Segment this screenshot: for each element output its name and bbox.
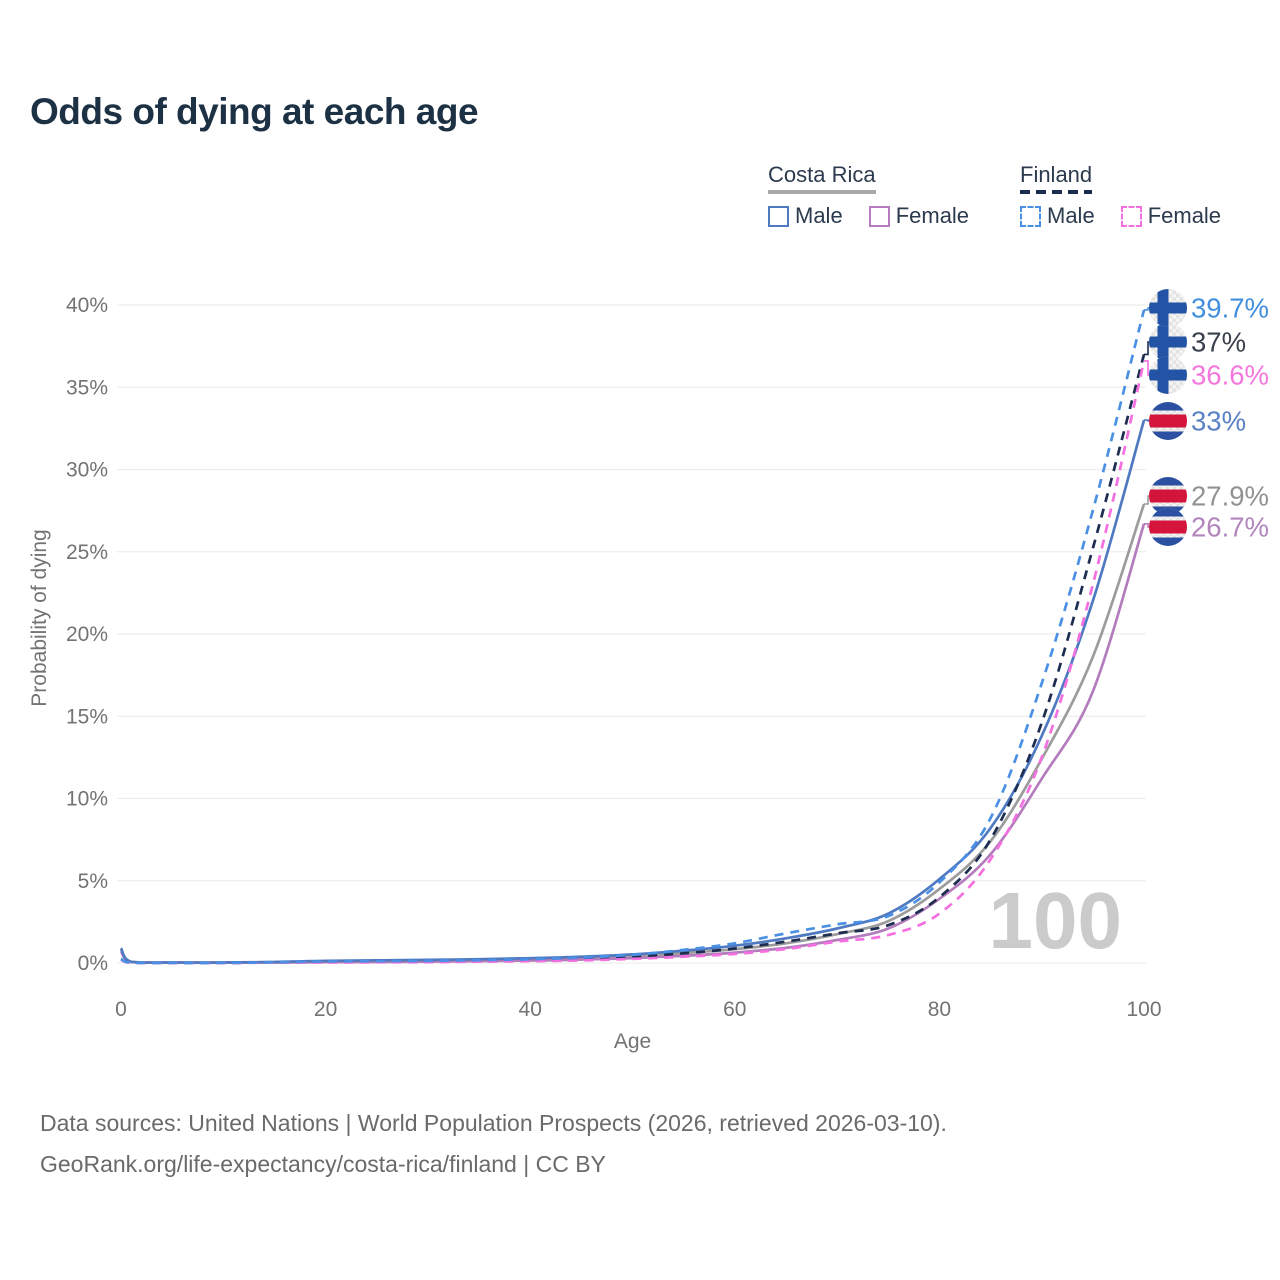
legend-item-label: Female [895, 203, 970, 228]
legend-country-label: Finland [1020, 162, 1093, 187]
legend-item-costa-rica-male[interactable]: Male [768, 203, 843, 229]
costa-rica-flag-icon [1149, 508, 1187, 546]
series-finland-female-line[interactable] [120, 360, 1146, 965]
finland-flag-icon [1149, 356, 1187, 394]
legend-item-costa-rica-female[interactable]: Female [868, 203, 970, 229]
x-tick-label: 0 [115, 998, 127, 1021]
legend-group-costa-rica: Costa Rica Male Female [768, 162, 969, 229]
y-tick-label: 35% [66, 376, 108, 399]
end-label-costa-rica-male: 33% [1191, 406, 1246, 437]
legend-item-label: Male [795, 203, 843, 228]
legend-group-finland: Finland Male Female [1020, 162, 1221, 229]
x-axis-ticks: 0 20 40 60 80 100 [115, 998, 1161, 1021]
legend-items-costa-rica: Male Female [768, 203, 969, 229]
end-label-finland-both: 37% [1191, 327, 1246, 358]
finland-line-style-icon [1020, 190, 1093, 194]
solid-male-swatch-icon [768, 205, 789, 227]
y-tick-label: 30% [66, 459, 108, 482]
x-tick-label: 80 [928, 998, 951, 1021]
end-label-finland-female: 36.6% [1191, 360, 1269, 391]
end-label-finland-male: 39.7% [1191, 293, 1269, 324]
legend-item-finland-female[interactable]: Female [1120, 203, 1222, 229]
dashed-male-swatch-icon [1020, 205, 1041, 227]
dashed-female-swatch-icon [1120, 205, 1142, 227]
data-sources-line1: Data sources: United Nations | World Pop… [40, 1110, 947, 1136]
y-tick-label: 20% [66, 623, 108, 646]
y-tick-label: 25% [66, 541, 108, 564]
y-tick-label: 15% [66, 705, 108, 728]
legend-item-label: Female [1147, 203, 1222, 228]
page-title: Odds of dying at each age [30, 91, 479, 132]
data-sources-line2: GeoRank.org/life-expectancy/costa-rica/f… [40, 1151, 606, 1177]
legend: Costa Rica Male Female Finland [0, 162, 1270, 242]
x-tick-label: 40 [519, 998, 542, 1021]
y-tick-label: 0% [78, 952, 108, 975]
legend-item-label: Male [1047, 203, 1095, 228]
end-label-costa-rica-female: 26.7% [1191, 512, 1269, 543]
legend-country-label: Costa Rica [768, 162, 876, 187]
y-tick-label: 10% [66, 788, 108, 811]
solid-female-swatch-icon [868, 205, 890, 227]
y-tick-label: 40% [66, 294, 108, 317]
data-sources: Data sources: United Nations | World Pop… [40, 1103, 947, 1185]
y-axis-ticks: 0% 5% 10% 15% 20% 25% 30% 35% 40% [66, 294, 108, 975]
end-label-costa-rica-both: 27.9% [1191, 481, 1269, 512]
series-finland-male-line[interactable] [120, 309, 1146, 965]
x-axis-title: Age [614, 1030, 651, 1053]
series-finland-both-line[interactable] [120, 354, 1146, 965]
legend-item-finland-male[interactable]: Male [1020, 203, 1095, 229]
costa-rica-flag-icon [1149, 402, 1187, 440]
x-tick-label: 20 [314, 998, 337, 1021]
finland-flag-icon [1149, 323, 1187, 361]
y-axis-title: Probability of dying [28, 529, 51, 706]
age-indicator-watermark: 100 [989, 876, 1122, 965]
costa-rica-line-style-icon [768, 190, 876, 194]
legend-items-finland: Male Female [1020, 203, 1221, 229]
legend-country-finland[interactable]: Finland [1020, 162, 1093, 194]
legend-country-costa-rica[interactable]: Costa Rica [768, 162, 876, 194]
x-tick-label: 60 [723, 998, 746, 1021]
finland-flag-icon [1149, 289, 1187, 327]
y-tick-label: 5% [78, 870, 108, 893]
gridlines [117, 304, 1146, 964]
x-tick-label: 100 [1126, 998, 1161, 1021]
